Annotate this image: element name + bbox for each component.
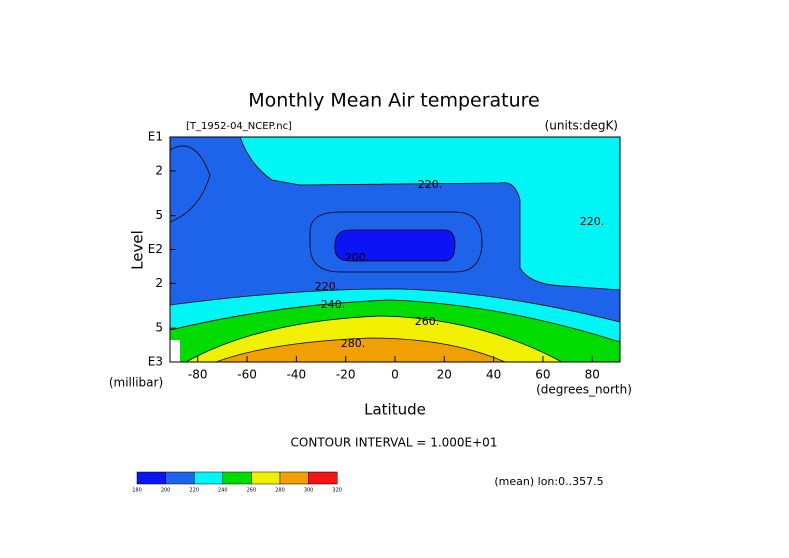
colorbar-box	[193, 471, 224, 485]
colorbar-label: 180	[132, 488, 142, 494]
colorbar-label: 300	[304, 488, 314, 494]
y-tick-label: 2	[155, 163, 163, 177]
contour-label: 220.	[315, 280, 340, 293]
x-axis-units: (degrees_north)	[536, 383, 632, 397]
subtitle-left: [T_1952-04_NCEP.nc]	[186, 121, 292, 132]
contour-label: 200.	[345, 251, 370, 264]
x-tick-label: 40	[486, 368, 501, 382]
contour-label: 260.	[415, 315, 440, 328]
y-tick-label: E2	[148, 242, 163, 256]
x-tick-label: -40	[287, 368, 307, 382]
colorbar-box	[136, 471, 166, 485]
x-tick-label: -80	[188, 368, 208, 382]
colorbar-label: 280	[275, 488, 285, 494]
colorbar-box	[279, 471, 309, 485]
colorbar-box	[251, 471, 281, 485]
contour-region	[215, 337, 506, 363]
contour-interval: CONTOUR INTERVAL = 1.000E+01	[291, 436, 498, 450]
y-tick-label: 2	[155, 276, 163, 290]
footnote: (mean) lon:0..357.5	[494, 475, 603, 488]
subtitle-right: (units:degK)	[545, 119, 618, 133]
x-tick-label: 20	[437, 368, 452, 382]
colorbar-box	[165, 471, 195, 485]
contour-region	[334, 229, 456, 262]
contour-label: 280.	[341, 337, 366, 350]
x-axis-label: Latitude	[364, 401, 426, 419]
colorbar-label: 220	[189, 488, 199, 494]
y-tick-label: 5	[155, 321, 163, 335]
contour-label: 240.	[321, 298, 346, 311]
chart-title: Monthly Mean Air temperature	[248, 90, 539, 112]
colorbar-label: 200	[161, 488, 171, 494]
contour-region	[239, 136, 621, 291]
y-tick-label: E3	[148, 355, 163, 369]
y-axis-units: (millibar)	[109, 376, 163, 390]
colorbar-label: 260	[247, 488, 257, 494]
y-tick-label: E1	[148, 130, 163, 144]
contour-label: 220.	[418, 178, 443, 191]
x-tick-label: 80	[585, 368, 600, 382]
colorbar-box	[222, 471, 252, 485]
x-tick-label: 0	[391, 368, 399, 382]
colorbar-label: 320	[332, 488, 342, 494]
x-tick-label: -20	[336, 368, 356, 382]
contour-line	[309, 211, 483, 273]
y-tick-label: 5	[155, 208, 163, 222]
colorbar-box	[308, 471, 338, 485]
contour-label: 220.	[580, 215, 605, 228]
x-tick-label: 60	[535, 368, 550, 382]
contour-line	[169, 145, 211, 223]
missing-data	[170, 340, 180, 362]
y-axis-label: Level	[129, 230, 147, 270]
x-tick-label: -60	[237, 368, 257, 382]
colorbar-label: 240	[218, 488, 228, 494]
